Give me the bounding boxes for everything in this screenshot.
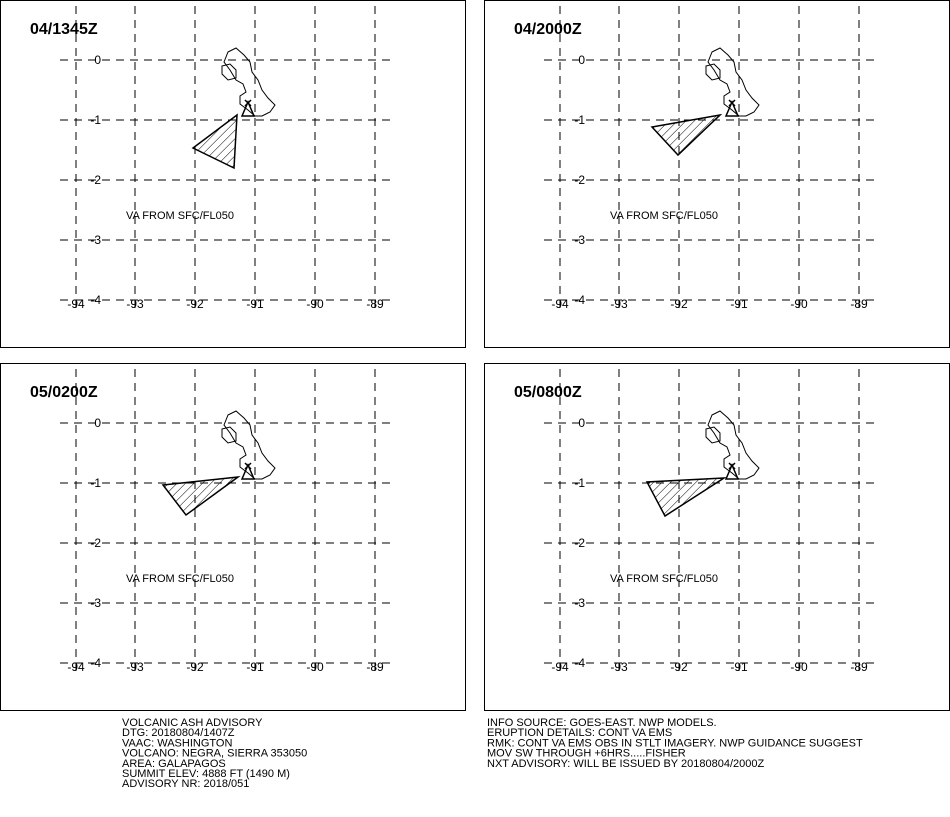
lon-label: -93 — [126, 297, 144, 311]
advisory-line: ADVISORY NR: 2018/051 — [122, 778, 249, 790]
panel-border — [484, 363, 950, 711]
lat-label: -2 — [90, 173, 101, 187]
lon-label: -92 — [670, 660, 688, 674]
volcano-symbol — [240, 99, 256, 117]
lon-label: -89 — [850, 297, 868, 311]
advisory-line: VAAC: WASHINGTON — [122, 737, 232, 749]
advisory-line: SUMMIT ELEV: 4888 FT (1490 M) — [122, 768, 290, 780]
lat-label: -2 — [574, 173, 585, 187]
lon-label: -92 — [186, 660, 204, 674]
lon-label: -92 — [670, 297, 688, 311]
ash-cloud — [191, 113, 238, 170]
advisory-line: RMK: CONT VA EMS OBS IN STLT IMAGERY. NW… — [487, 737, 863, 749]
lon-label: -91 — [730, 660, 748, 674]
panel-title: 05/0800Z — [514, 384, 582, 401]
lon-label: -93 — [126, 660, 144, 674]
lon-label: -89 — [850, 660, 868, 674]
lat-label: -3 — [574, 233, 585, 247]
va-annotation: VA FROM SFC/FL050 — [610, 573, 718, 585]
lat-label: -3 — [574, 596, 585, 610]
lon-label: -92 — [186, 297, 204, 311]
volcano-symbol — [724, 462, 740, 480]
advisory-line: DTG: 20180804/1407Z — [122, 727, 235, 739]
coastline — [221, 410, 276, 480]
panel-title: 05/0200Z — [30, 384, 98, 401]
lon-label: -90 — [790, 660, 808, 674]
lat-label: 0 — [94, 53, 101, 67]
panel-border — [484, 0, 950, 348]
map-panel: 04/2000Z 0 -1 -2 -3 -4 -94 -93 -92 -91 -90 -89 VA FR… — [484, 0, 950, 348]
lat-label: 0 — [94, 416, 101, 430]
coastline — [705, 47, 760, 117]
lat-label: -1 — [90, 476, 101, 490]
lon-label: -90 — [790, 297, 808, 311]
advisory-line: VOLCANIC ASH ADVISORY — [122, 717, 263, 729]
panel-title: 04/2000Z — [514, 21, 582, 38]
lon-label: -93 — [610, 297, 628, 311]
advisory-line: INFO SOURCE: GOES-EAST. NWP MODELS. — [487, 717, 717, 729]
lon-label: -94 — [551, 297, 569, 311]
lon-label: -91 — [730, 297, 748, 311]
advisory-line: NXT ADVISORY: WILL BE ISSUED BY 20180804… — [487, 758, 764, 770]
coastline — [705, 410, 760, 480]
panel-border — [0, 0, 466, 348]
panel-title: 04/1345Z — [30, 21, 98, 38]
lon-label: -93 — [610, 660, 628, 674]
lat-label: -2 — [574, 536, 585, 550]
lat-label: -1 — [574, 113, 585, 127]
lon-label: -89 — [366, 660, 384, 674]
lat-label: -3 — [90, 233, 101, 247]
lon-label: -91 — [246, 660, 264, 674]
lat-label: -2 — [90, 536, 101, 550]
ash-cloud — [650, 113, 723, 157]
lat-label: 0 — [578, 53, 585, 67]
ash-cloud — [645, 477, 727, 518]
map-panel: 05/0800Z 0 -1 -2 -3 -4 -94 -93 -92 -91 -90 -89 VA FR… — [484, 363, 950, 711]
advisory-line: ERUPTION DETAILS: CONT VA EMS — [487, 727, 672, 739]
volcano-symbol — [240, 462, 256, 480]
lat-label: -4 — [574, 293, 585, 307]
lat-label: -4 — [90, 293, 101, 307]
lon-label: -90 — [306, 297, 324, 311]
coastline — [221, 47, 276, 117]
lon-label: -89 — [366, 297, 384, 311]
lon-label: -94 — [67, 297, 85, 311]
panel-border — [0, 363, 466, 711]
va-annotation: VA FROM SFC/FL050 — [126, 210, 234, 222]
lat-label: -1 — [90, 113, 101, 127]
map-panel: 05/0200Z 0 -1 -2 -3 -4 -94 -93 -92 -91 -90 -89 VA FR… — [0, 363, 466, 711]
lat-label: -3 — [90, 596, 101, 610]
advisory-line: AREA: GALAPAGOS — [122, 758, 226, 770]
lat-label: -4 — [90, 656, 101, 670]
lat-label: -1 — [574, 476, 585, 490]
lon-label: -94 — [551, 660, 569, 674]
lon-label: -91 — [246, 297, 264, 311]
lat-label: 0 — [578, 416, 585, 430]
map-panel: 04/1345Z 0 -1 -2 -3 -4 -94 -93 -92 -91 -90 -89 VA FR… — [0, 0, 466, 348]
advisory-line: VOLCANO: NEGRA, SIERRA 353050 — [122, 748, 307, 760]
lon-label: -90 — [306, 660, 324, 674]
va-annotation: VA FROM SFC/FL050 — [610, 210, 718, 222]
volcano-symbol — [724, 99, 740, 117]
va-annotation: VA FROM SFC/FL050 — [126, 573, 234, 585]
advisory-line: MOV SW THROUGH +6HRS.....FISHER — [487, 748, 686, 760]
lon-label: -94 — [67, 660, 85, 674]
ash-cloud — [161, 475, 241, 517]
lat-label: -4 — [574, 656, 585, 670]
